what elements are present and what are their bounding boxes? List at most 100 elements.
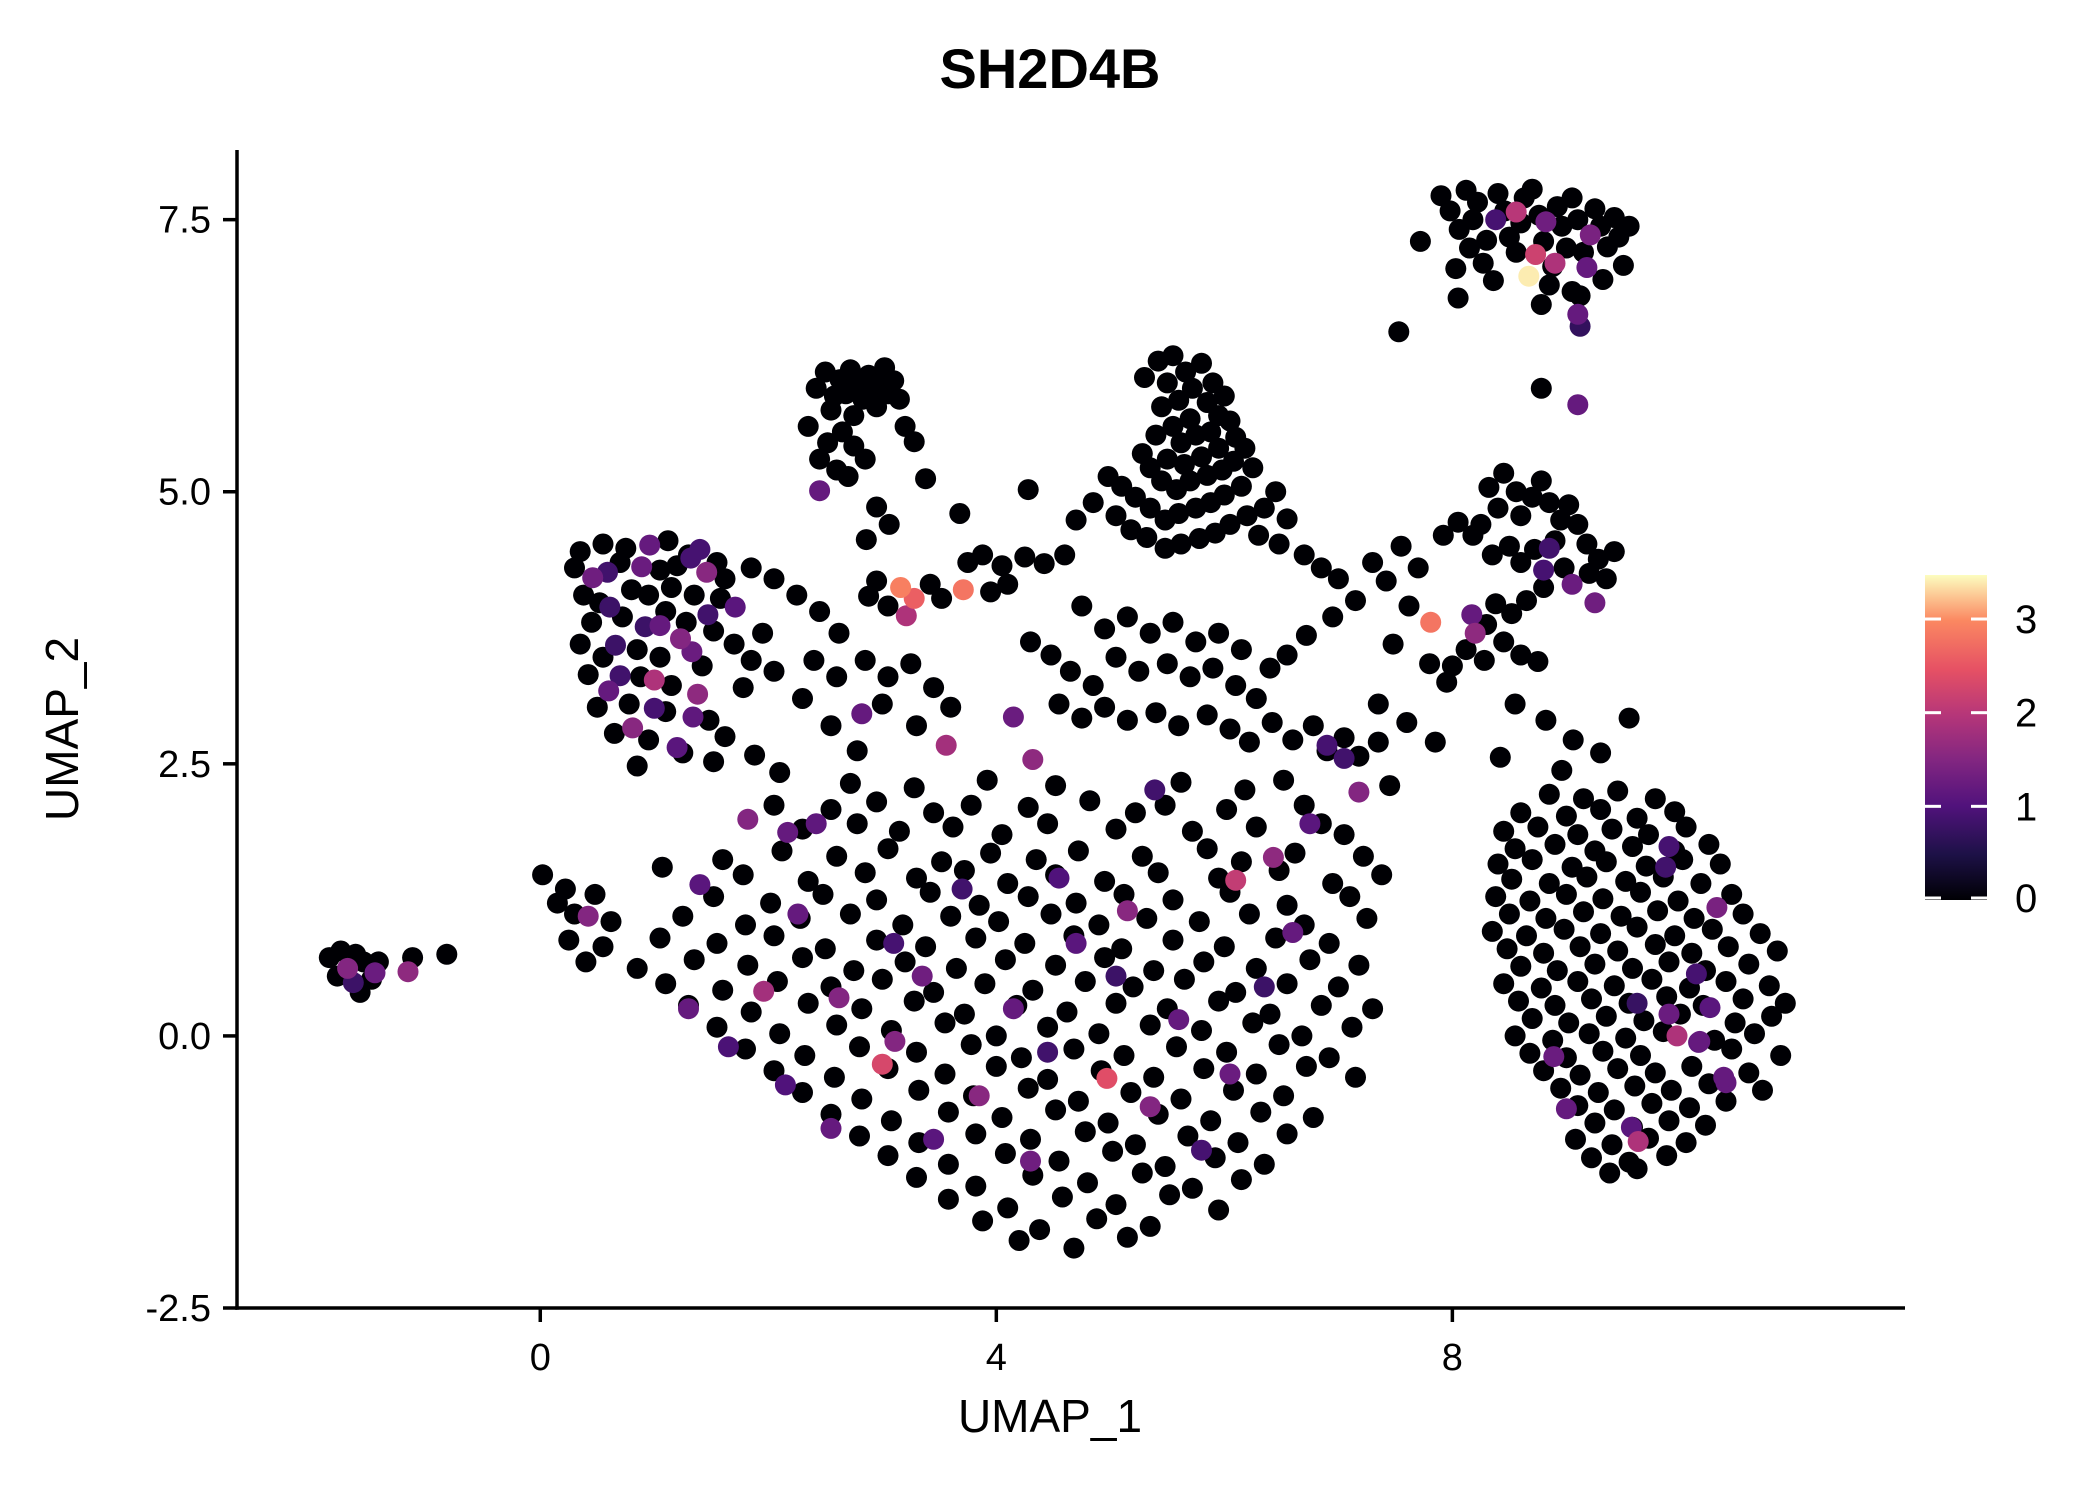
data-point [1162,889,1184,911]
data-point [1430,185,1452,207]
data-point [1396,712,1418,733]
data-point [797,870,819,892]
data-point [1715,971,1737,992]
data-point [1333,824,1355,846]
data-point [769,762,791,783]
data-point [1191,352,1212,374]
data-point [1546,960,1568,982]
data-point [1533,559,1555,581]
data-point [839,903,861,925]
data-point [1498,903,1520,925]
data-point [906,867,927,889]
data-point [1573,788,1594,810]
data-point [1179,666,1201,688]
data-point [1518,265,1540,287]
data-point [1071,707,1093,729]
data-point [1590,923,1612,945]
data-point [1508,990,1529,1012]
data-point [1230,851,1252,873]
data-point [1685,963,1707,985]
data-point [877,838,899,860]
data-point [1345,1066,1366,1088]
data-point [817,432,839,454]
data-point [1234,779,1256,801]
data-point [1040,903,1062,925]
data-point [1208,437,1230,459]
data-point [643,669,665,691]
data-point [1626,1158,1648,1180]
data-point [712,979,734,1001]
data-point [1094,870,1116,892]
data-point [809,480,831,502]
data-point [1622,957,1643,979]
data-point [1219,1063,1241,1085]
data-point [919,573,941,595]
data-point [1145,702,1167,724]
data-point [1658,1110,1680,1132]
data-point [828,987,850,1009]
y-tick-label: 0.0 [158,1016,211,1058]
data-point [1151,396,1173,418]
data-point [1259,1003,1281,1025]
data-point [1626,807,1648,829]
data-point [809,601,831,622]
data-point [1590,799,1612,820]
colorbar-legend: 3 2 1 0 [1925,575,2037,921]
data-point [1505,241,1527,263]
data-point [1388,321,1410,343]
data-point [1706,897,1728,918]
data-point [1139,497,1161,519]
data-point [1505,481,1527,503]
data-point [1701,918,1723,940]
data-point [1268,533,1290,555]
data-point [877,1145,899,1167]
data-point [1487,183,1509,204]
data-point [820,399,842,421]
data-point [569,541,591,563]
data-point [1143,960,1165,982]
data-point [797,415,819,437]
data-point [1630,881,1651,903]
data-point [1113,883,1135,905]
data-point [846,813,868,835]
data-point [895,605,917,627]
data-point [871,1053,893,1075]
data-point [678,998,699,1020]
data-point [826,845,848,867]
data-point [752,622,774,644]
data-point [937,1188,959,1210]
data-point [1020,1150,1041,1172]
data-point [1362,552,1384,573]
data-point [1569,936,1591,958]
data-point [1766,940,1788,962]
data-point [1527,816,1549,838]
data-point [951,878,973,900]
data-point [1002,706,1024,728]
data-point [1282,729,1304,751]
axes: 0 4 8 -2.5 0.0 2.5 5.0 7.5 [146,150,1905,1379]
data-point [1561,187,1583,209]
data-point [1567,513,1589,535]
data-point [1603,975,1625,997]
data-point [1656,986,1678,1008]
data-point [1045,775,1067,797]
data-point [880,1110,902,1132]
colorbar-tick-label: 1 [2015,785,2037,829]
data-point [1485,886,1507,908]
data-point [906,1166,927,1188]
data-point [592,533,614,555]
data-point [639,534,661,556]
data-point [1348,954,1370,976]
data-point [1610,905,1632,927]
data-point [1695,1114,1716,1136]
data-point [1535,907,1557,929]
data-point [703,751,725,773]
data-point [1601,1134,1623,1156]
data-point [949,503,971,524]
data-point [1037,1016,1059,1038]
data-point [1162,929,1184,951]
data-point [1533,942,1555,964]
data-point [769,1023,791,1045]
data-point [1020,631,1041,653]
